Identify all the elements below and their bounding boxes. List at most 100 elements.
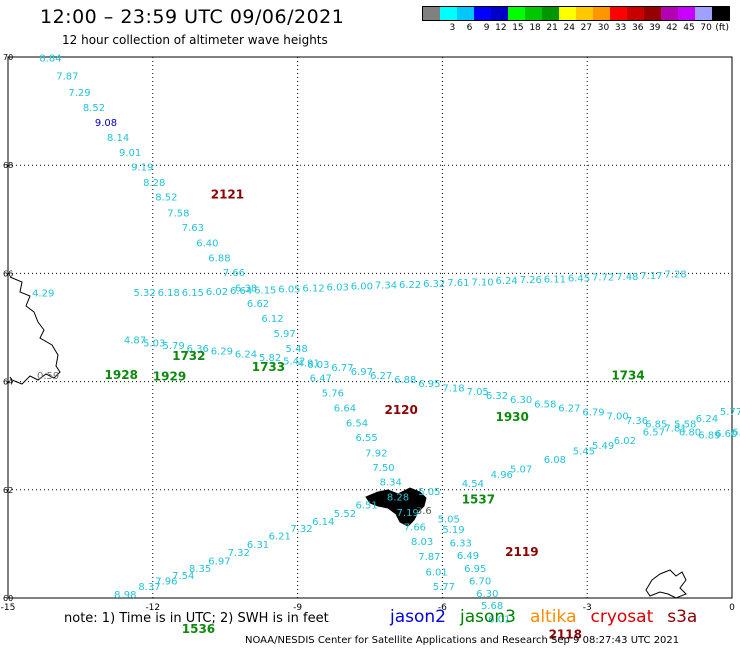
wave-height-value: 6.24 xyxy=(495,276,517,287)
wave-height-value: 7.92 xyxy=(365,448,387,459)
legend-swatch xyxy=(525,7,542,20)
wave-height-value: 6.32 xyxy=(486,391,508,402)
wave-height-value: 4.91 xyxy=(298,358,320,369)
map-grid xyxy=(7,56,733,599)
satellite-legend: jason2 jason3 altika cryosat s3a xyxy=(390,607,711,627)
pass-time-label: 2121 xyxy=(211,188,244,202)
wave-height-value: 6.64 xyxy=(334,403,356,414)
wave-height-value: 6.45 xyxy=(568,274,590,285)
wave-height-value: 6.54 xyxy=(346,419,368,430)
wave-height-value: 6.12 xyxy=(261,314,283,325)
legend-swatch xyxy=(712,7,729,20)
wave-height-value: 5.79 xyxy=(162,341,184,352)
wave-height-value: 6.21 xyxy=(269,532,291,543)
legend-swatch xyxy=(695,7,712,20)
wave-height-value: 6.27 xyxy=(558,403,580,414)
wave-height-value: 7.17 xyxy=(640,271,662,282)
wave-height-value: 9.01 xyxy=(119,148,141,159)
pass-time-label: 1734 xyxy=(611,368,644,382)
wave-height-value: 7.66 xyxy=(404,522,426,533)
wave-height-value: 6.60 xyxy=(715,429,737,440)
legend-label: (ft) xyxy=(715,23,729,33)
wave-height-value: 6.58 xyxy=(534,400,556,411)
wave-height-value: 5.76 xyxy=(322,389,344,400)
legend-swatch xyxy=(474,7,491,20)
legend-label: 70 xyxy=(700,23,712,33)
legend-label: 33 xyxy=(614,23,627,33)
wave-height-value: 6.92 xyxy=(732,428,740,439)
wave-height-value: 5.52 xyxy=(334,509,356,520)
pass-time-label: 1733 xyxy=(252,360,285,374)
page-title: 12:00 – 23:59 UTC 09/06/2021 xyxy=(40,6,345,28)
wave-height-value: 5.19 xyxy=(442,525,464,536)
wave-height-value: 6.03 xyxy=(327,283,349,294)
wave-height-value: 6.12 xyxy=(302,283,324,294)
wave-height-value: 6.80 xyxy=(679,428,701,439)
wave-height-value: 7.72 xyxy=(592,272,614,283)
satellite-jason3: jason3 xyxy=(460,607,516,627)
satellite-cryosat: cryosat xyxy=(590,607,654,627)
coastlines xyxy=(9,276,687,599)
wave-height-value: 7.26 xyxy=(520,275,542,286)
track-2: 4.875.035.79 6.36 6.29 6.24 5.82 5.42 6.03 6.77… xyxy=(124,336,740,442)
track-4: 8.988.377.967.548.356.977.326.316.217.32… xyxy=(114,501,378,601)
x-tick-label: -15 xyxy=(1,603,16,613)
wave-height-value: 7.50 xyxy=(372,463,394,474)
wave-height-value: 5.03 xyxy=(143,338,165,349)
wave-height-value: 7.54 xyxy=(172,571,194,582)
color-legend: 3 6 9 12 15 18 21 24 27 30 33 36 39 42 45 70 (ft) xyxy=(422,6,730,33)
wave-height-value: 5.77 xyxy=(433,582,455,593)
wave-height-value: 6.27 xyxy=(370,371,392,382)
wave-height-value: 7.87 xyxy=(56,72,78,83)
wave-height-value: 8.28 xyxy=(143,178,165,189)
wave-height-value: 6.49 xyxy=(457,551,479,562)
wave-height-value: 6.97 xyxy=(208,556,230,567)
wave-height-value: 6.08 xyxy=(544,455,566,466)
x-tick-label: 0 xyxy=(729,603,735,613)
wave-height-value: 6.01 xyxy=(488,614,510,625)
legend-swatch xyxy=(678,7,695,20)
pass-time-label: 1928 xyxy=(105,368,138,382)
satellite-s3a: s3a xyxy=(667,607,698,627)
legend-labels: 3 6 9 12 15 18 21 24 27 30 33 36 39 42 45 70 (ft) xyxy=(422,23,730,33)
wave-height-value: 6.29 xyxy=(211,347,233,358)
legend-swatch xyxy=(610,7,627,20)
y-tick-label: 66 xyxy=(3,269,13,278)
wave-height-value: 7.29 xyxy=(68,88,90,99)
wave-height-value: 8.52 xyxy=(155,192,177,203)
legend-swatch xyxy=(576,7,593,20)
wave-height-value: 6.70 xyxy=(469,576,491,587)
wave-height-value: 6.24 xyxy=(235,349,257,360)
legend-label: 12 xyxy=(495,23,507,33)
x-tick-label: -12 xyxy=(145,603,160,613)
wave-height-value: 7.10 xyxy=(471,277,493,288)
wave-height-value: 6.64 xyxy=(230,286,252,297)
legend-swatch xyxy=(423,7,440,20)
wave-height-value: 6.57 xyxy=(643,428,665,439)
wave-height-value: 6.01 xyxy=(426,567,448,578)
wave-height-value: 6.31 xyxy=(247,540,269,551)
wave-height-value: 7.36 xyxy=(626,416,648,427)
wave-height-value: 8.37 xyxy=(138,582,160,593)
legend-colorbar xyxy=(422,6,730,21)
legend-label: 9 xyxy=(483,23,490,33)
wave-height-value: 6.55 xyxy=(356,433,378,444)
faroe-coast xyxy=(365,487,427,527)
wave-height-value: 4.96 xyxy=(491,470,513,481)
legend-label: 39 xyxy=(649,23,661,33)
track-5: 5.05 4.54 4.965.07 6.08 5.455.49 6.02 6.57 5.58… xyxy=(418,407,740,498)
legend-label: 6 xyxy=(466,23,473,33)
legend-label: 21 xyxy=(546,23,558,33)
wave-height-value: 6.40 xyxy=(196,238,218,249)
wave-height-value: 8.98 xyxy=(114,590,136,601)
altimeter-tracks: 8.84 7.87 7.29 8.52 9.08 8.14 9.01 9.19 8.28 8.52… xyxy=(39,53,740,625)
y-tick-label: 64 xyxy=(3,378,13,387)
wave-height-value: 6.51 xyxy=(356,501,378,512)
y-tick-label: 68 xyxy=(3,161,13,170)
wave-height-value: 5.58 xyxy=(674,420,696,431)
legend-label: 3 xyxy=(449,23,456,33)
legend-swatch xyxy=(627,7,644,20)
wave-height-value: 7.61 xyxy=(447,278,469,289)
wave-height-value: 5.68 xyxy=(481,601,503,612)
wave-height-value: 4.54 xyxy=(462,479,484,490)
